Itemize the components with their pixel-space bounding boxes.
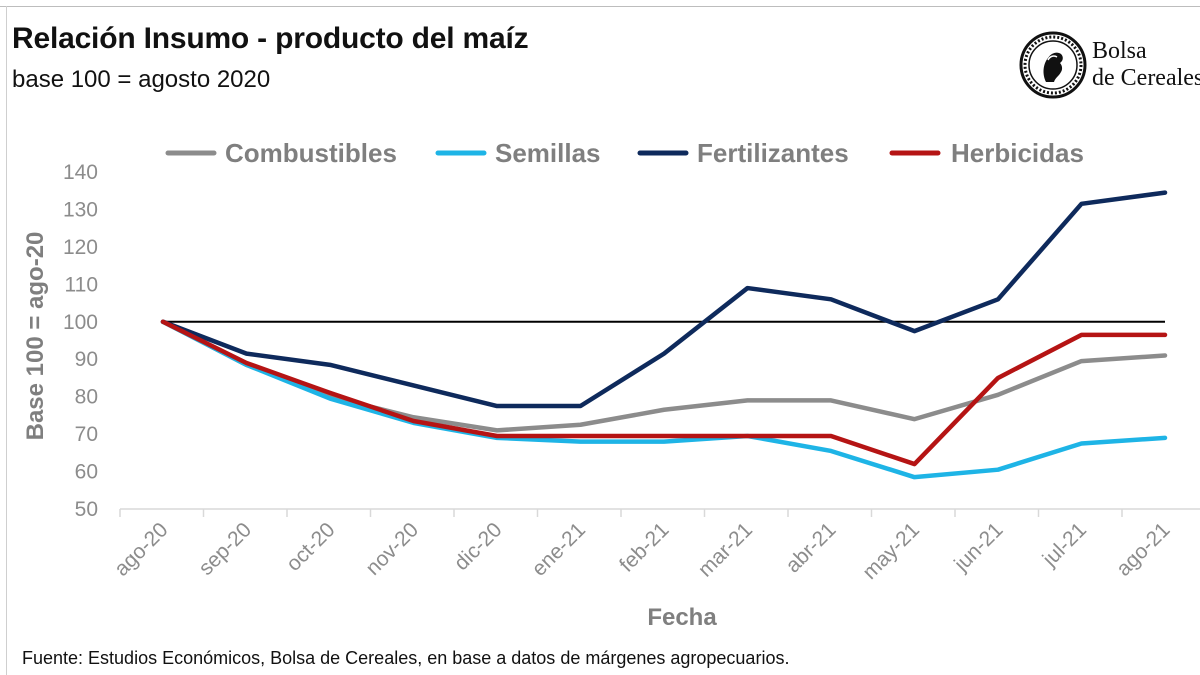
x-tick-label: ago-21	[1112, 518, 1175, 581]
y-tick-label: 100	[63, 311, 98, 334]
x-tick-label: ago-20	[110, 518, 173, 581]
y-tick-label: 130	[63, 198, 98, 221]
y-axis-title: Base 100 = ago-20	[22, 232, 49, 441]
x-tick-label: jun-21	[949, 518, 1007, 576]
y-tick-label: 50	[75, 498, 98, 521]
seal-icon	[1019, 31, 1087, 99]
x-tick-label: dic-20	[450, 518, 507, 575]
y-tick-label: 110	[65, 273, 98, 296]
x-tick-label: abr-21	[781, 518, 840, 577]
x-tick-label: ene-21	[528, 518, 591, 581]
legend-label-combustibles: Combustibles	[225, 138, 397, 168]
chart-subtitle: base 100 = agosto 2020	[12, 66, 271, 93]
chart-legend: Combustibles Semillas Fertilizantes Herbici…	[165, 138, 1084, 168]
y-tick-label: 80	[75, 386, 98, 409]
x-tick-label: sep-20	[194, 518, 256, 580]
x-tick-label: oct-20	[282, 518, 340, 576]
x-axis: ago-20 sep-20 oct-20 nov-20 dic-20 ene-21 feb-…	[110, 508, 1200, 584]
legend-label-semillas: Semillas	[495, 138, 601, 168]
series-line-herbicidas	[160, 319, 1168, 467]
y-tick-label: 90	[75, 348, 98, 371]
series-line-fertilizantes	[160, 190, 1168, 409]
legend-label-herbicidas: Herbicidas	[951, 138, 1084, 168]
x-tick-label: jul-21	[1038, 518, 1091, 571]
x-axis-title: Fecha	[647, 604, 717, 631]
y-tick-label: 140	[63, 161, 98, 184]
chart-frame	[0, 6, 1200, 675]
bolsa-de-cereales-logo: Bolsa de Cereales	[1018, 30, 1200, 100]
y-axis: 50 60 70 80 90 100 110 120 130 140	[63, 161, 98, 521]
y-tick-label: 120	[63, 236, 98, 259]
x-tick-label: feb-21	[615, 518, 673, 576]
y-tick-label: 70	[75, 423, 98, 446]
logo-line-1: Bolsa	[1092, 38, 1147, 64]
series-line-combustibles	[160, 319, 1168, 433]
series-lines	[160, 190, 1168, 480]
x-tick-label: may-21	[858, 518, 924, 584]
chart-title: Relación Insumo - producto del maíz	[12, 22, 529, 55]
logo-wordmark: Bolsa de Cereales	[1092, 38, 1200, 92]
legend-label-fertilizantes: Fertilizantes	[697, 138, 849, 168]
x-tick-label: mar-21	[694, 518, 757, 581]
logo-line-2: de Cereales	[1092, 65, 1200, 91]
chart-frame-left-border	[6, 6, 7, 675]
series-line-semillas	[160, 319, 1168, 480]
x-tick-label: nov-20	[361, 518, 423, 580]
y-tick-label: 60	[75, 461, 98, 484]
source-footnote: Fuente: Estudios Económicos, Bolsa de Ce…	[22, 648, 790, 668]
